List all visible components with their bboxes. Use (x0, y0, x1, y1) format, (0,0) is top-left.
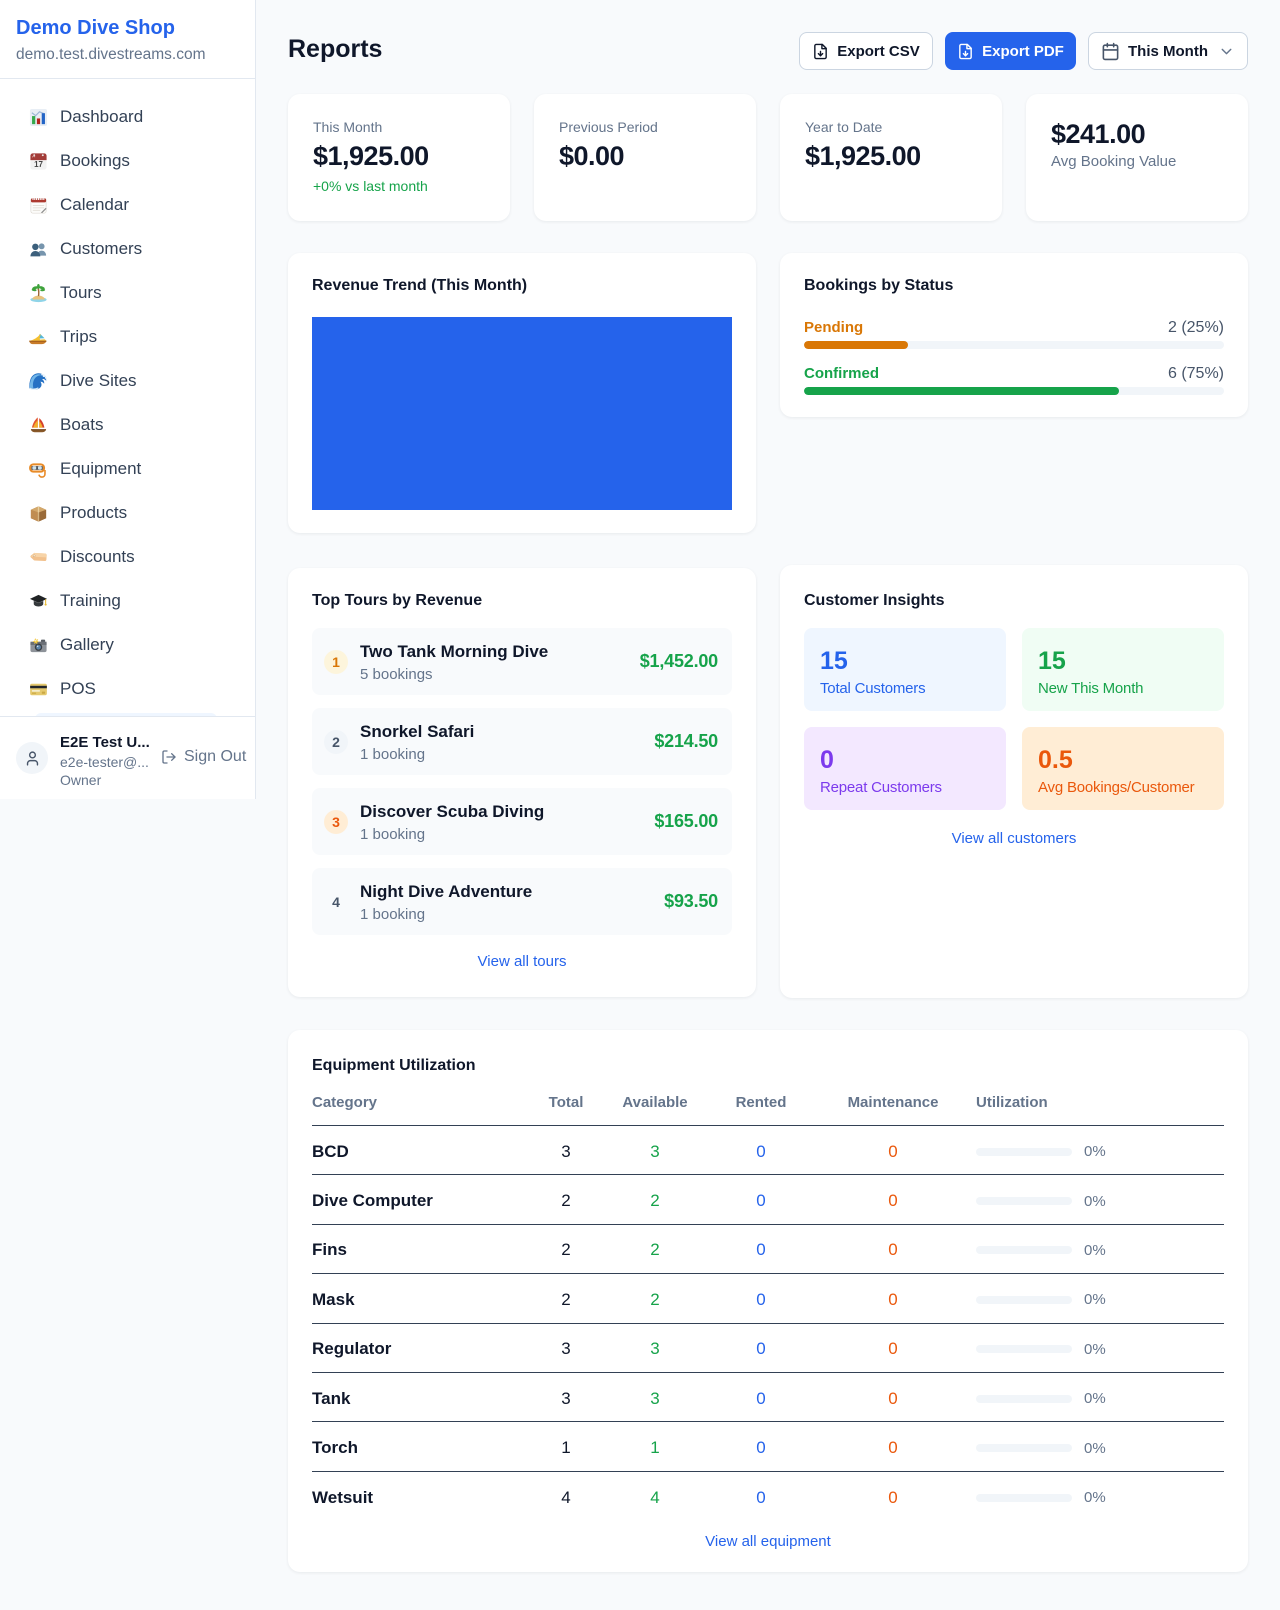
svg-text:17: 17 (34, 160, 43, 169)
